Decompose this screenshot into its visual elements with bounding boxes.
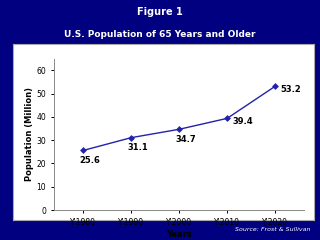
Text: 25.6: 25.6: [79, 156, 100, 165]
Text: 53.2: 53.2: [281, 85, 301, 94]
Y-axis label: Population (Million): Population (Million): [25, 87, 34, 181]
Text: U.S. Population of 65 Years and Older: U.S. Population of 65 Years and Older: [64, 30, 256, 39]
Text: 39.4: 39.4: [233, 117, 253, 126]
X-axis label: Years: Years: [166, 230, 192, 239]
Text: 34.7: 34.7: [175, 135, 196, 144]
Text: 31.1: 31.1: [127, 143, 148, 152]
Text: Source: Frost & Sullivan: Source: Frost & Sullivan: [235, 227, 310, 232]
Text: Figure 1: Figure 1: [137, 7, 183, 18]
